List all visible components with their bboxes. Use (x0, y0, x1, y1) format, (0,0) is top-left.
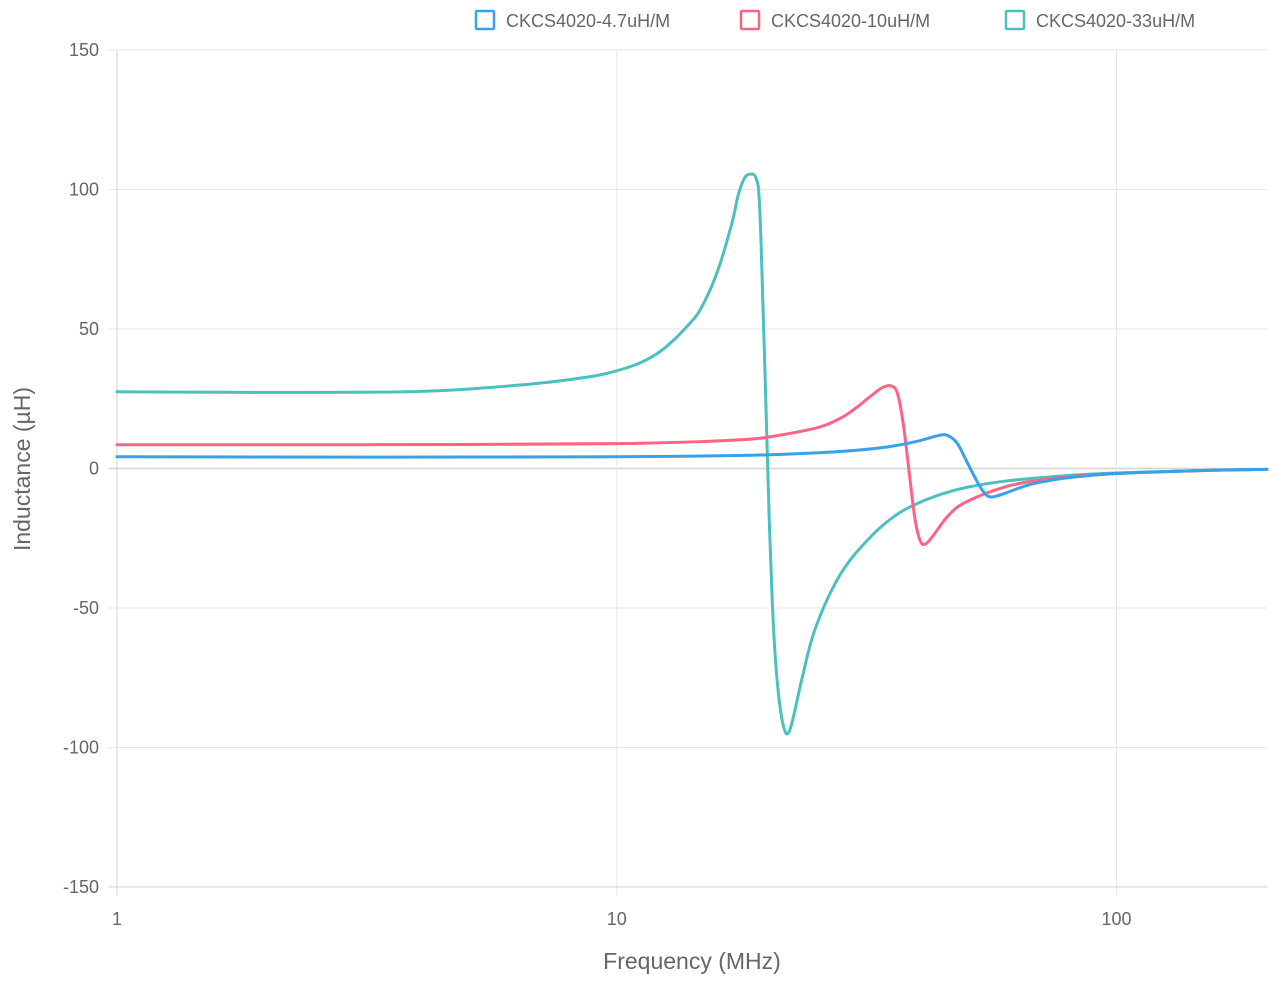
series-layer (115, 172, 1269, 736)
series-line-4-7uh (115, 433, 1269, 499)
legend-swatch (1004, 9, 1026, 31)
legend-swatch (474, 9, 496, 31)
x-axis-title: Frequency (MHz) (603, 948, 781, 974)
y-tick-label: 50 (79, 319, 99, 339)
y-tick-label: 150 (69, 40, 99, 60)
axes-layer: 150 100 50 0 -50 -100 -150 1 10 100 (63, 40, 1267, 929)
y-axis-title: Inductance (µH) (9, 387, 35, 551)
y-tick-label: 100 (69, 180, 99, 200)
legend-item[interactable]: CKCS4020-4.7uH/M (474, 9, 670, 31)
y-tick-label: -100 (63, 738, 99, 758)
legend-label: CKCS4020-4.7uH/M (506, 11, 670, 31)
legend-label: CKCS4020-33uH/M (1036, 11, 1195, 31)
legend-item[interactable]: CKCS4020-33uH/M (1004, 9, 1195, 31)
y-tick-label: -50 (73, 598, 99, 618)
y-tick-label: -150 (63, 877, 99, 897)
x-tick-label: 100 (1102, 909, 1132, 929)
legend-item[interactable]: CKCS4020-10uH/M (739, 9, 930, 31)
x-tick-label: 10 (607, 909, 627, 929)
legend: CKCS4020-4.7uH/M CKCS4020-10uH/M CKCS4020-… (474, 9, 1195, 31)
y-tick-label: 0 (89, 459, 99, 479)
series-line-33uh (115, 172, 1269, 736)
legend-label: CKCS4020-10uH/M (771, 11, 930, 31)
x-tick-label: 1 (112, 909, 122, 929)
legend-swatch (739, 9, 761, 31)
series-line-10uh (115, 384, 1269, 547)
